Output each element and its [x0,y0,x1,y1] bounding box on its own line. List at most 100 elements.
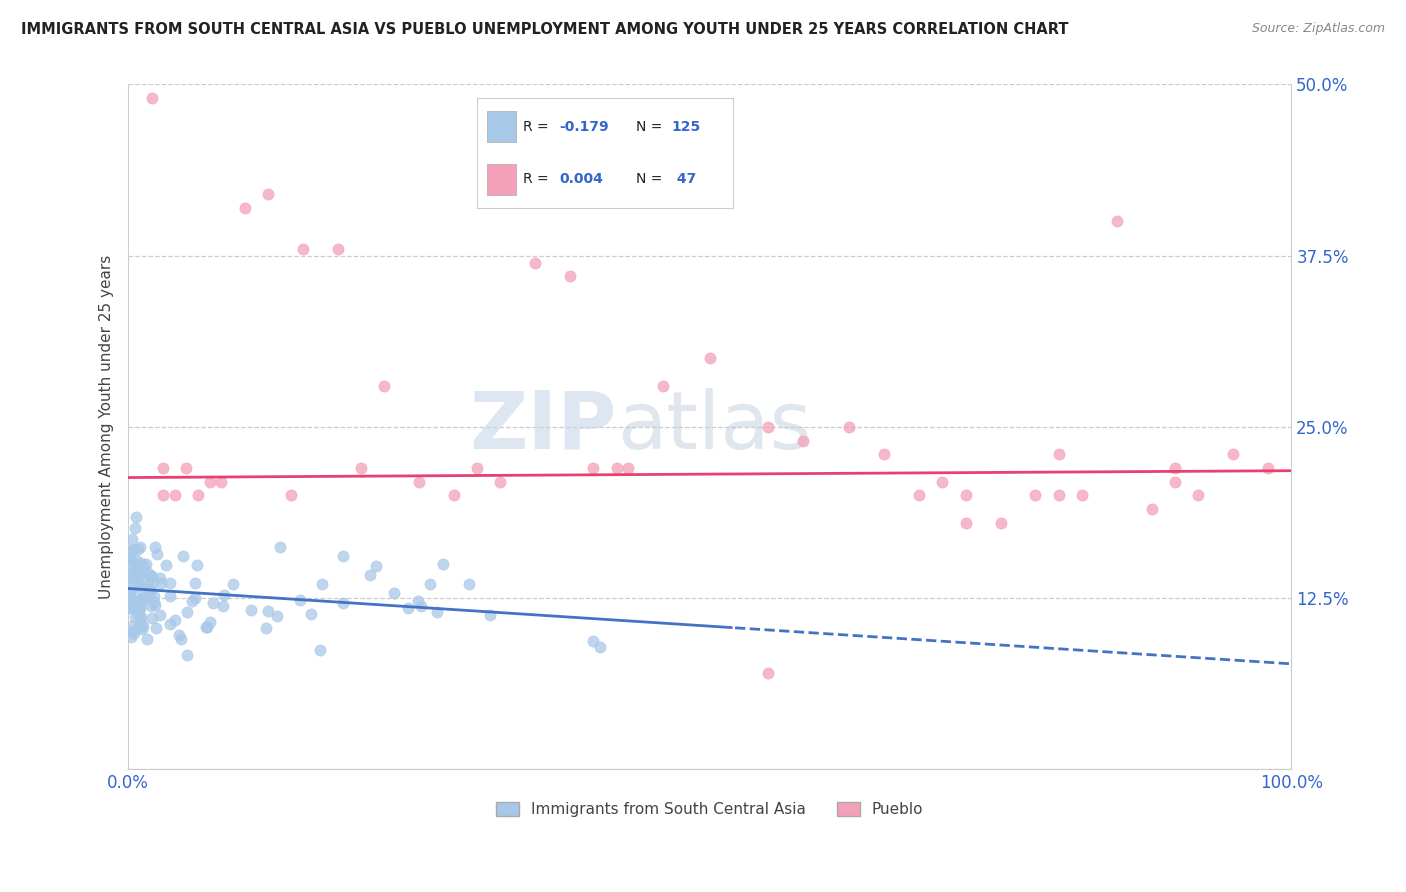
Point [128,601,150,615]
Point [931,475,953,489]
Point [163,488,186,502]
Point [152,488,174,502]
Point [955,516,977,530]
Point [120,553,142,567]
Point [1164,461,1187,475]
Point [155,558,177,573]
Point [396,601,419,615]
Point [465,461,488,475]
Point [373,378,395,392]
Point [135,558,157,572]
Point [332,596,354,610]
Point [131,591,153,605]
Point [122,624,145,639]
Point [121,618,143,632]
Point [143,590,166,604]
Point [121,544,143,558]
Point [256,187,278,202]
Point [209,475,232,489]
Point [124,563,146,577]
Point [131,622,153,636]
Point [128,558,150,573]
Point [129,564,152,578]
Point [129,593,152,607]
Point [152,461,174,475]
Point [134,558,156,573]
Point [127,541,149,556]
Point [299,607,322,621]
Point [122,571,145,585]
Point [141,610,163,624]
Point [176,648,198,663]
Point [222,577,245,591]
Point [132,569,155,583]
Point [124,521,146,535]
Point [127,597,149,611]
Point [124,610,146,624]
Point [589,640,612,654]
Point [524,255,547,269]
Point [382,585,405,599]
Point [150,575,173,590]
Point [1164,475,1187,489]
Point [128,577,150,591]
Point [141,569,163,583]
Point [1187,488,1209,502]
Point [118,600,141,615]
Point [652,378,675,392]
Point [143,599,166,613]
Point [128,562,150,576]
Point [181,594,204,608]
Point [124,596,146,610]
Point [291,242,314,256]
Point [128,540,150,554]
Point [149,608,172,623]
Point [145,622,167,636]
Point [117,549,139,563]
Point [136,578,159,592]
Point [1047,488,1070,502]
Point [990,516,1012,530]
Point [326,242,349,256]
Point [128,602,150,616]
Point [254,621,277,635]
Point [184,591,207,606]
Point [169,632,191,646]
Point [120,557,142,571]
Point [756,666,779,681]
Point [132,619,155,633]
Point [308,642,330,657]
Point [136,590,159,604]
Point [128,620,150,634]
Point [129,610,152,624]
Point [139,584,162,599]
Point [873,447,896,461]
Point [489,475,512,489]
Point [127,568,149,582]
Point [128,603,150,617]
Point [359,568,381,582]
Point [1047,447,1070,461]
Point [239,602,262,616]
Point [118,590,141,604]
Point [183,576,205,591]
Point [1105,214,1128,228]
Point [908,488,931,502]
Point [233,201,256,215]
Point [125,553,148,567]
Point [125,601,148,615]
Point [128,591,150,606]
Point [172,549,194,563]
Legend: Immigrants from South Central Asia, Pueblo: Immigrants from South Central Asia, Pueb… [491,796,929,823]
Point [256,604,278,618]
Point [122,625,145,640]
Point [426,605,449,619]
Point [756,420,779,434]
Point [118,587,141,601]
Point [120,630,142,644]
Point [159,617,181,632]
Point [121,532,143,546]
Point [195,619,218,633]
Point [419,577,441,591]
Point [792,434,814,448]
